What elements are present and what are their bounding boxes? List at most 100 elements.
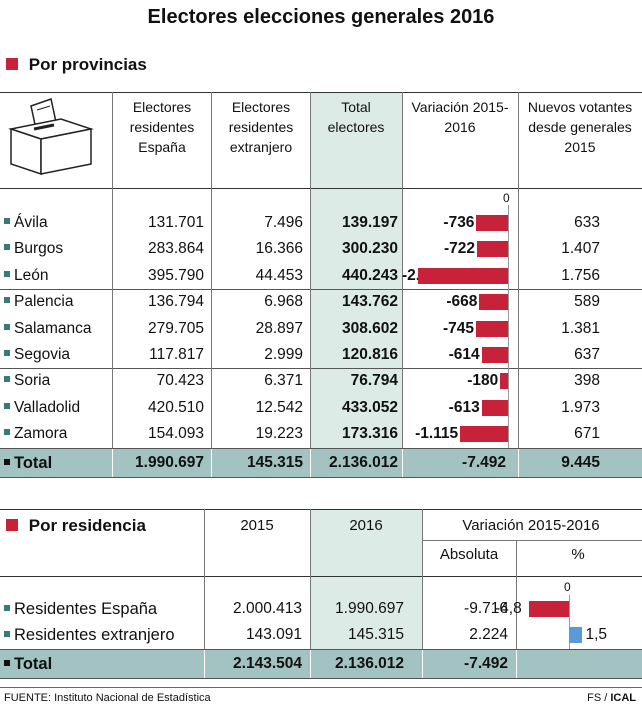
- section-provincias-label: Por provincias: [28, 55, 147, 74]
- ballot-box-icon: [8, 98, 94, 176]
- total-extranjero: 145.315: [246, 454, 303, 471]
- pct-bar: [529, 601, 569, 617]
- bar-data-label: -614: [448, 346, 480, 363]
- cell-total: 300.230: [341, 240, 398, 257]
- variation-bar: [479, 294, 508, 310]
- province-name: León: [4, 263, 48, 289]
- bullet-icon: [4, 349, 10, 356]
- cell-extranjero: 28.897: [255, 320, 303, 337]
- pct-data-label: 1,5: [585, 626, 608, 643]
- bullet-icon: [4, 243, 10, 250]
- bar-data-label: -668: [446, 293, 478, 310]
- province-name: Palencia: [4, 289, 73, 315]
- col-divider: [402, 92, 403, 448]
- province-name: Salamanca: [4, 316, 92, 342]
- cell-2015: 2.000.413: [233, 600, 302, 617]
- header-residentes-extranjero: Electores residentes extranjero: [228, 99, 294, 155]
- variation-bar: [418, 268, 508, 284]
- cell-nuevos: 671: [574, 425, 600, 442]
- cell-2015: 143.091: [245, 626, 302, 643]
- header-rule: [0, 188, 642, 189]
- bullet-icon: [4, 630, 10, 637]
- cell-residentes: 154.093: [147, 425, 204, 442]
- cell-residentes: 395.790: [147, 267, 204, 284]
- section-residencia-label: Por residencia: [28, 516, 146, 535]
- bar-data-label: -180: [467, 372, 499, 389]
- cell-residentes: 131.701: [147, 214, 204, 231]
- cell-nuevos: 1.407: [561, 240, 600, 257]
- header-absoluta: Absoluta: [439, 546, 499, 563]
- table2-header-rule: [0, 576, 642, 577]
- header-residentes-espana: Electores residentes España: [129, 99, 195, 155]
- variation-bar: [476, 215, 508, 231]
- bullet-icon: [4, 217, 10, 224]
- cell-nuevos: 1.973: [561, 399, 600, 416]
- bullet-icon: [4, 604, 10, 611]
- table2-top-rule: [0, 509, 642, 510]
- total-2015: 2.143.504: [233, 655, 302, 672]
- bar-data-label: -745: [443, 320, 475, 337]
- header-nuevos-votantes: Nuevos votantes desde generales 2015: [527, 99, 633, 155]
- col-divider: [211, 92, 212, 448]
- total-nuevos: 9.445: [561, 454, 600, 471]
- residence-name: Residentes España: [4, 596, 157, 622]
- header-variacion: Variación 2015-2016: [411, 99, 509, 135]
- cell-2016: 1.990.697: [335, 600, 404, 617]
- total-label: Total: [4, 651, 52, 677]
- cell-nuevos: 398: [574, 372, 600, 389]
- total-absoluta: -7.492: [464, 655, 508, 672]
- bar-data-label: -2.099: [402, 263, 446, 289]
- header-total-electores: Total electores: [327, 99, 385, 135]
- provincias-total-row: Total 1.990.697 145.315 2.136.012 -7.492…: [0, 448, 642, 478]
- cell-extranjero: 2.999: [264, 346, 303, 363]
- group-rule-1: [0, 289, 642, 290]
- section-marker-icon: [6, 58, 18, 70]
- variation-zero-axis: [508, 205, 509, 448]
- cell-extranjero: 19.223: [255, 425, 303, 442]
- cell-nuevos: 1.381: [561, 320, 600, 337]
- pct-data-label: -4,8: [495, 600, 522, 617]
- variation-bar: [481, 400, 508, 416]
- header-variacion-2: Variación 2015-2016: [462, 517, 600, 534]
- variation-bar: [460, 426, 508, 442]
- cell-nuevos: 637: [574, 346, 600, 363]
- variation-bar: [500, 373, 508, 389]
- province-name: Ávila: [4, 210, 48, 236]
- cell-total: 173.316: [341, 425, 398, 442]
- cell-extranjero: 16.366: [255, 240, 303, 257]
- cell-absoluta: 2.224: [469, 626, 508, 643]
- cell-extranjero: 12.542: [255, 399, 303, 416]
- total-residentes: 1.990.697: [135, 454, 204, 471]
- cell-nuevos: 633: [574, 214, 600, 231]
- section-marker-icon: [6, 519, 18, 531]
- total-2016: 2.136.012: [335, 655, 404, 672]
- cell-extranjero: 6.968: [264, 293, 303, 310]
- cell-total: 120.816: [341, 346, 398, 363]
- cell-residentes: 283.864: [147, 240, 204, 257]
- cell-extranjero: 44.453: [255, 267, 303, 284]
- footer-source: FUENTE: Instituto Nacional de Estadístic…: [4, 692, 211, 704]
- cell-extranjero: 6.371: [264, 372, 303, 389]
- cell-total: 76.794: [350, 372, 398, 389]
- cell-residentes: 420.510: [147, 399, 204, 416]
- total-column-shade: [310, 92, 402, 448]
- bullet-icon: [4, 402, 10, 409]
- bar-data-label: -1.115: [415, 425, 459, 442]
- col-divider: [518, 92, 519, 448]
- variation-zero-label: 0: [503, 191, 510, 205]
- cell-nuevos: 1.756: [561, 267, 600, 284]
- col-divider: [112, 92, 113, 448]
- cell-residentes: 279.705: [147, 320, 204, 337]
- section-provincias-header: Por provincias: [6, 55, 147, 75]
- bar-data-label: -613: [448, 399, 480, 416]
- cell-2016: 145.315: [347, 626, 404, 643]
- cell-nuevos: 589: [574, 293, 600, 310]
- bar-data-label: -736: [443, 214, 475, 231]
- bullet-icon: [4, 296, 10, 303]
- pct-bar: [569, 627, 582, 643]
- cell-total: 440.243: [341, 267, 398, 284]
- header-pct: %: [571, 546, 585, 563]
- page-title: Electores elecciones generales 2016: [147, 6, 495, 28]
- bullet-icon: [4, 375, 10, 382]
- residencia-total-row: Total 2.143.504 2.136.012 -7.492: [0, 649, 642, 679]
